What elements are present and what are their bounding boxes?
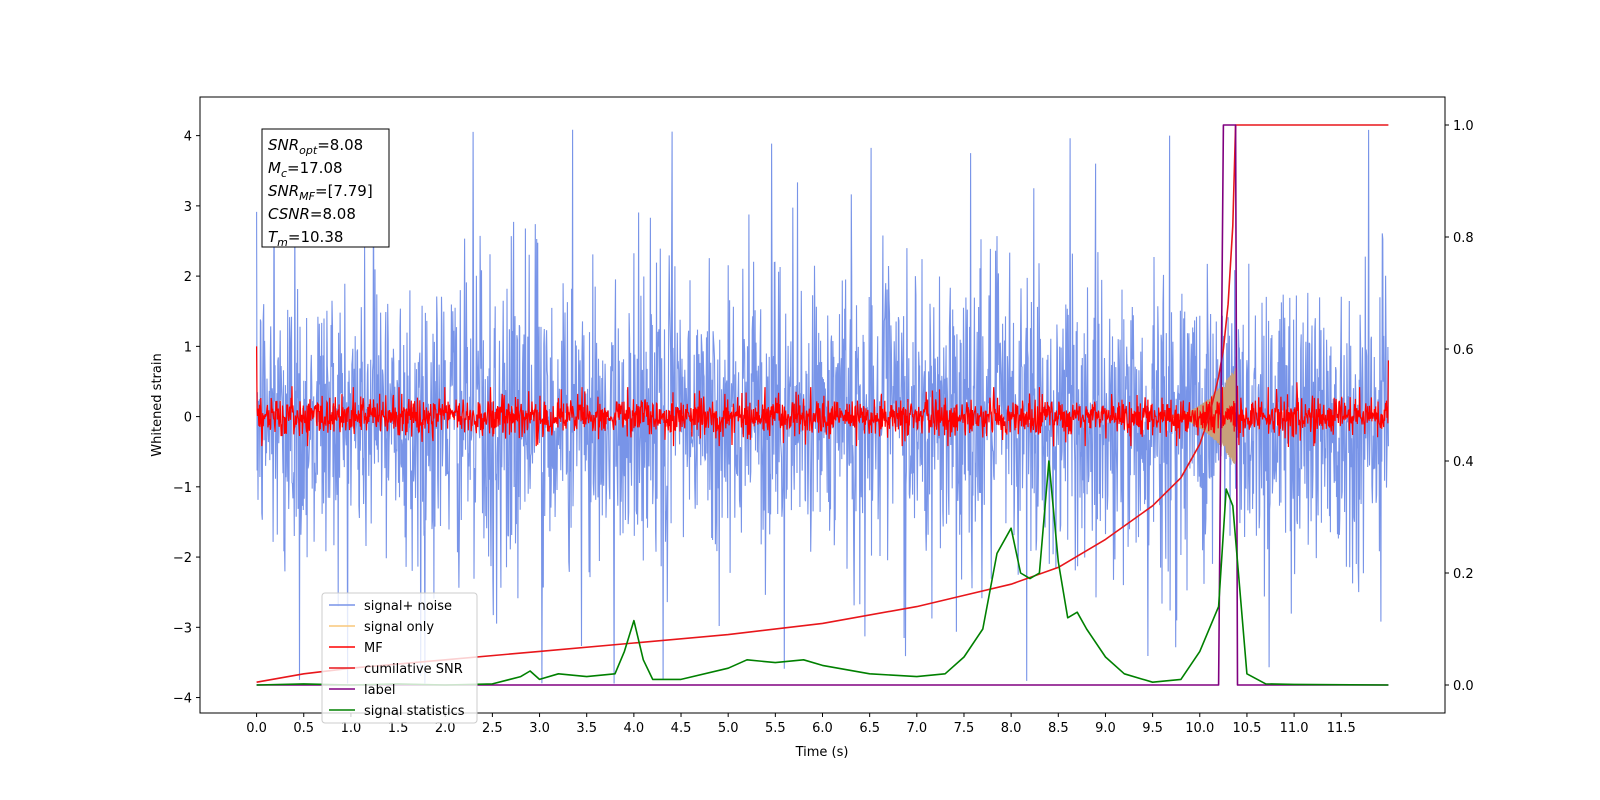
annotation-frame [261,128,390,248]
y2-tick-label: 0.4 [1453,455,1474,470]
x-tick-label: 6.5 [859,721,880,736]
x-tick-label: 11.5 [1327,721,1356,736]
x-tick-label: 5.0 [718,721,739,736]
series-signal-statistics [256,460,1389,686]
x-tick-label: 2.0 [435,721,456,736]
x-tick-label: 8.5 [1048,721,1069,736]
y2-tick-label: 0.2 [1453,567,1474,582]
x-tick-label: 4.5 [671,721,692,736]
x-tick-label: 2.5 [482,721,503,736]
y-axis-title: Whitened strain [150,353,165,456]
series-label [256,124,1389,686]
y-tick-label: −3 [173,621,192,636]
y-axis-right: 0.0 0.2 0.4 0.6 0.8 1.0 [1445,119,1474,694]
series-signal-noise [256,129,1389,684]
legend-label: signal statistics [364,704,465,719]
x-tick-label: 10.0 [1185,721,1214,736]
legend-frame [321,592,478,724]
series-layer [256,124,1389,686]
x-tick-label: 6.0 [812,721,833,736]
y-tick-label: −2 [173,551,192,566]
y-tick-label: 0 [184,411,192,426]
x-tick-label: 1.5 [388,721,409,736]
annotation-line: Mc=17.08 [268,159,343,180]
annotation-line: Tm=10.38 [268,228,343,249]
y-tick-label: 1 [184,340,192,355]
legend-label: MF [364,641,383,656]
legend-label: signal only [364,620,434,635]
y2-tick-label: 1.0 [1453,119,1474,134]
x-tick-label: 9.5 [1142,721,1163,736]
x-axis: 0.0 0.5 1.0 1.5 2.0 2.5 3.0 3.5 4.0 4.5 5.0 5.5 6.0 6… [246,713,1356,736]
x-tick-label: 1.0 [341,721,362,736]
annotation-line: SNRMF=[7.79] [268,182,373,203]
legend-label: signal+ noise [364,599,452,614]
x-tick-label: 5.5 [765,721,786,736]
annotation-line: CSNR=8.08 [268,205,356,223]
x-tick-label: 7.0 [906,721,927,736]
y2-tick-label: 0.8 [1453,231,1474,246]
y-tick-label: 3 [184,200,192,215]
y2-tick-label: 0.0 [1453,679,1474,694]
legend-label: label [364,683,395,698]
y-tick-label: −1 [173,481,192,496]
legend-label: cumilative SNR [364,662,463,677]
x-tick-label: 3.5 [576,721,597,736]
y2-tick-label: 0.6 [1453,343,1474,358]
x-tick-label: 10.5 [1232,721,1261,736]
y-tick-label: 2 [184,270,192,285]
y-axis-left: −4 −3 −2 −1 0 1 2 3 4 [173,130,200,707]
y-tick-label: −4 [173,692,192,707]
series-mf [256,346,1389,448]
plot-area [256,124,1389,686]
x-tick-label: 9.0 [1095,721,1116,736]
x-tick-label: 0.5 [293,721,314,736]
x-tick-label: 3.0 [529,721,550,736]
x-tick-label: 8.0 [1001,721,1022,736]
y-tick-label: 4 [184,130,192,145]
x-axis-title: Time (s) [795,745,849,760]
series-cumulative-snr [256,124,1389,683]
x-tick-label: 11.0 [1280,721,1309,736]
annotation-line: SNRopt=8.08 [268,136,363,157]
legend: signal+ noise signal only MF cumilative SNR… [321,592,478,724]
x-tick-label: 7.5 [954,721,975,736]
x-tick-label: 4.0 [624,721,645,736]
x-tick-label: 0.0 [246,721,267,736]
